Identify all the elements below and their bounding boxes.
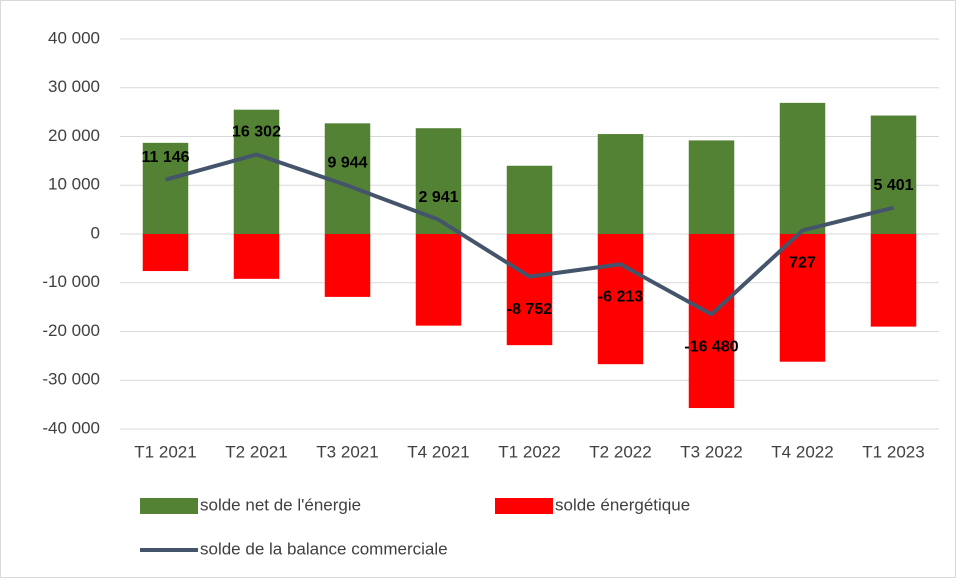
line: [164, 152, 894, 317]
bar: [506, 234, 553, 346]
y-tick-label: 30 000: [48, 77, 100, 96]
data-label: 2 941: [418, 189, 458, 206]
x-tick-label: T1 2023: [862, 442, 924, 461]
data-label: 9 944: [327, 155, 367, 172]
bar: [324, 234, 371, 297]
data-label: 5 401: [873, 177, 913, 194]
x-tick-label: T3 2021: [316, 442, 378, 461]
bar: [870, 234, 917, 327]
x-tick-label: T4 2022: [771, 442, 833, 461]
bar: [779, 234, 826, 362]
bar: [142, 142, 189, 234]
x-tick-label: T2 2021: [225, 442, 287, 461]
bar: [597, 234, 644, 365]
y-tick-label: 0: [91, 223, 100, 242]
bar: [779, 102, 826, 234]
legend-label: solde de la balance commerciale: [200, 539, 448, 558]
bar: [415, 234, 462, 326]
bar: [142, 234, 189, 272]
x-tick-label: T1 2021: [134, 442, 196, 461]
x-tick-label: T2 2022: [589, 442, 651, 461]
y-tick-label: -40 000: [42, 418, 100, 437]
bar: [688, 234, 735, 409]
bar: [233, 234, 280, 279]
data-label: -8 752: [507, 301, 552, 318]
data-label: 11 146: [141, 149, 189, 166]
x-tick-label: T3 2022: [680, 442, 742, 461]
bar: [870, 115, 917, 234]
data-label: -6 213: [598, 289, 643, 306]
x-tick-label: T4 2021: [407, 442, 469, 461]
y-tick-label: 10 000: [48, 175, 100, 194]
bar: [688, 140, 735, 234]
y-tick-label: -30 000: [42, 370, 100, 389]
legend-swatch: [140, 498, 198, 514]
y-tick-label: -20 000: [42, 321, 100, 340]
bar: [506, 165, 553, 234]
data-label: -16 480: [684, 339, 738, 356]
bar: [415, 128, 462, 234]
data-label: 727: [789, 255, 816, 272]
y-tick-label: 20 000: [48, 126, 100, 145]
y-tick-label: -10 000: [42, 272, 100, 291]
legend-label: solde énergétique: [555, 495, 690, 514]
bar: [233, 109, 280, 234]
data-label: 16 302: [232, 124, 281, 141]
legend-swatch: [495, 498, 553, 514]
y-tick-label: 40 000: [48, 28, 100, 47]
legend-label: solde net de l'énergie: [200, 495, 361, 514]
x-tick-label: T1 2022: [498, 442, 560, 461]
bar: [597, 134, 644, 234]
